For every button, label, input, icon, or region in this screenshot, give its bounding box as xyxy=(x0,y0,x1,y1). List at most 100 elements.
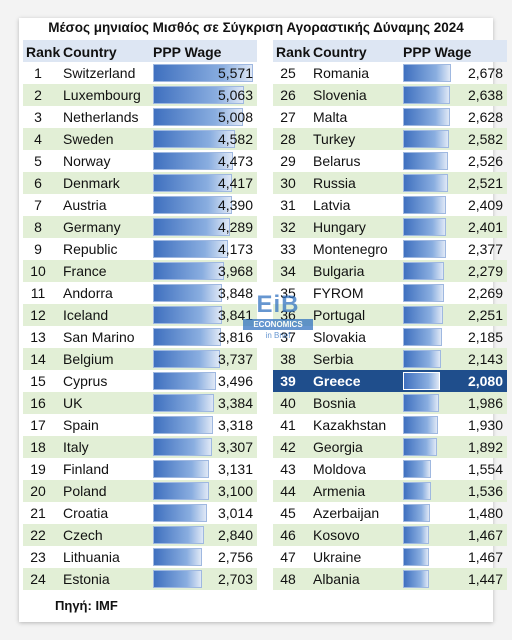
wage-bar xyxy=(153,372,216,390)
wage-bar xyxy=(153,394,214,412)
wage-bar xyxy=(403,328,442,346)
rank-cell: 16 xyxy=(30,395,46,411)
table-header: Rank Country PPP Wage xyxy=(273,40,507,62)
wage-bar xyxy=(403,64,451,82)
wage-value: 1,892 xyxy=(467,439,503,455)
table-row: 45 Azerbaijan 1,480 xyxy=(273,502,507,524)
economics-in-brief-logo: EiB ECONOMICS in Brief xyxy=(243,292,313,348)
rank-cell: 7 xyxy=(34,197,42,213)
table-row: 11 Andorra 3,848 xyxy=(23,282,257,304)
country-cell: Armenia xyxy=(313,483,366,499)
country-cell: Czech xyxy=(63,527,103,543)
country-cell: Belarus xyxy=(313,153,361,169)
table-row: 42 Georgia 1,892 xyxy=(273,436,507,458)
wage-bar xyxy=(403,152,448,170)
table-row: 32 Hungary 2,401 xyxy=(273,216,507,238)
wage-bar xyxy=(153,262,224,280)
wage-value: 3,848 xyxy=(217,285,253,301)
header-rank: Rank xyxy=(26,44,61,60)
rank-cell: 4 xyxy=(34,131,42,147)
rank-cell: 40 xyxy=(280,395,296,411)
rank-cell: 8 xyxy=(34,219,42,235)
table-row: 13 San Marino 3,816 xyxy=(23,326,257,348)
country-cell: Serbia xyxy=(313,351,354,367)
table-row: 34 Bulgaria 2,279 xyxy=(273,260,507,282)
rank-cell: 5 xyxy=(34,153,42,169)
table-row: 24 Estonia 2,703 xyxy=(23,568,257,590)
table-row: 48 Albania 1,447 xyxy=(273,568,507,590)
wage-value: 2,185 xyxy=(467,329,503,345)
rank-cell: 2 xyxy=(34,87,42,103)
country-cell: Republic xyxy=(63,241,118,257)
country-cell: Austria xyxy=(63,197,107,213)
rank-cell: 13 xyxy=(30,329,46,345)
rank-cell: 18 xyxy=(30,439,46,455)
rank-cell: 20 xyxy=(30,483,46,499)
wage-bar xyxy=(403,548,429,566)
table-row: 35 FYROM 2,269 xyxy=(273,282,507,304)
country-cell: Portugal xyxy=(313,307,366,323)
table-row: 25 Romania 2,678 xyxy=(273,62,507,84)
country-cell: Latvia xyxy=(313,197,351,213)
rank-cell: 35 xyxy=(280,285,296,301)
country-cell: Albania xyxy=(313,571,360,587)
table-row: 8 Germany 4,289 xyxy=(23,216,257,238)
wage-value: 3,318 xyxy=(217,417,253,433)
header-ppp-wage: PPP Wage xyxy=(403,44,472,60)
wage-bar xyxy=(153,284,222,302)
wage-bar xyxy=(153,306,222,324)
country-cell: Andorra xyxy=(63,285,113,301)
wage-bar xyxy=(403,570,429,588)
source-note: Πηγή: IMF xyxy=(55,598,118,613)
wage-bar xyxy=(153,240,228,258)
wage-bar xyxy=(153,438,212,456)
wage-bar xyxy=(403,416,438,434)
table-row: 30 Russia 2,521 xyxy=(273,172,507,194)
table-row: 37 Slovakia 2,185 xyxy=(273,326,507,348)
wage-value: 1,447 xyxy=(467,571,503,587)
table-row: 33 Montenegro 2,377 xyxy=(273,238,507,260)
wage-bar xyxy=(403,240,446,258)
rank-cell: 31 xyxy=(280,197,296,213)
wage-value: 3,131 xyxy=(217,461,253,477)
table-row: 38 Serbia 2,143 xyxy=(273,348,507,370)
wage-bar xyxy=(153,108,243,126)
country-cell: FYROM xyxy=(313,285,364,301)
country-cell: Kosovo xyxy=(313,527,360,543)
rank-cell: 17 xyxy=(30,417,46,433)
wage-value: 1,467 xyxy=(467,549,503,565)
wage-bar xyxy=(153,174,232,192)
wage-value: 2,628 xyxy=(467,109,503,125)
rank-cell: 34 xyxy=(280,263,296,279)
country-cell: Kazakhstan xyxy=(313,417,387,433)
wage-value: 2,409 xyxy=(467,197,503,213)
wage-value: 4,417 xyxy=(217,175,253,191)
table-row: 28 Turkey 2,582 xyxy=(273,128,507,150)
wage-value: 5,063 xyxy=(217,87,253,103)
country-cell: Luxembourg xyxy=(63,87,141,103)
wage-bar xyxy=(403,108,450,126)
wage-value: 2,251 xyxy=(467,307,503,323)
wage-bar xyxy=(403,196,446,214)
country-cell: Germany xyxy=(63,219,121,235)
rank-cell: 37 xyxy=(280,329,296,345)
wage-value: 2,377 xyxy=(467,241,503,257)
rank-cell: 24 xyxy=(30,571,46,587)
wage-value: 2,840 xyxy=(217,527,253,543)
wage-bar xyxy=(153,86,244,104)
header-ppp-wage: PPP Wage xyxy=(153,44,222,60)
wage-value: 1,467 xyxy=(467,527,503,543)
wage-value: 5,571 xyxy=(217,65,253,81)
table-row: 26 Slovenia 2,638 xyxy=(273,84,507,106)
country-cell: Croatia xyxy=(63,505,109,521)
wage-value: 4,390 xyxy=(217,197,253,213)
table-row: 1 Switzerland 5,571 xyxy=(23,62,257,84)
wage-bar xyxy=(403,130,449,148)
rank-cell: 14 xyxy=(30,351,46,367)
wage-bar xyxy=(403,174,448,192)
country-cell: Hungary xyxy=(313,219,366,235)
wage-bar xyxy=(153,130,235,148)
wage-value: 2,526 xyxy=(467,153,503,169)
wage-value: 2,703 xyxy=(217,571,253,587)
table-row: 16 UK 3,384 xyxy=(23,392,257,414)
